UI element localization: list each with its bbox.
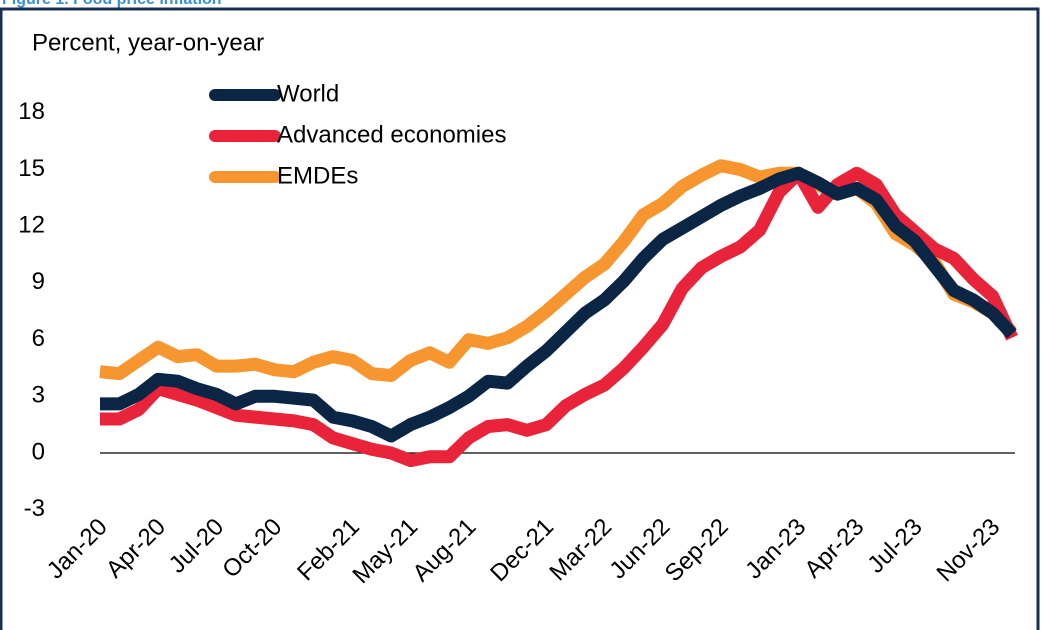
y-tick-label: 18 xyxy=(18,98,45,125)
legend-label: World xyxy=(277,80,339,107)
y-axis-label: Percent, year-on-year xyxy=(32,29,264,56)
series-line xyxy=(100,166,1017,443)
y-tick-label: 9 xyxy=(32,268,45,295)
y-tick-label: 3 xyxy=(32,382,45,409)
y-tick-label: 12 xyxy=(18,212,45,239)
x-tick-label: Mar-22 xyxy=(544,513,617,586)
x-tick-label: Nov-23 xyxy=(932,513,1006,587)
legend-label: Advanced economies xyxy=(277,121,506,148)
series-line xyxy=(100,166,1018,468)
x-tick-label: Sep-22 xyxy=(660,513,734,587)
frame xyxy=(0,7,1040,630)
x-tick-label: May-21 xyxy=(348,513,424,589)
x-tick-label: Jan-23 xyxy=(740,513,811,584)
x-tick-label: Oct-20 xyxy=(217,513,287,583)
x-tick-label: Jul-23 xyxy=(862,513,927,578)
y-tick-label: 0 xyxy=(32,438,45,465)
x-tick-label: Aug-21 xyxy=(408,513,482,587)
chart-title: Figure 1. Food price inflation xyxy=(2,0,222,8)
x-tick-label: Jul-20 xyxy=(164,513,229,578)
x-tick-label: Dec-21 xyxy=(485,513,559,587)
x-tick-label: Jan-20 xyxy=(42,513,113,584)
y-tick-label: 15 xyxy=(18,155,45,182)
x-tick-label: Apr-20 xyxy=(101,513,171,583)
y-tick-label: 6 xyxy=(32,325,45,352)
legend-label: EMDEs xyxy=(277,162,358,189)
y-tick-label: -3 xyxy=(24,495,45,522)
x-tick-label: Apr-23 xyxy=(799,513,869,583)
